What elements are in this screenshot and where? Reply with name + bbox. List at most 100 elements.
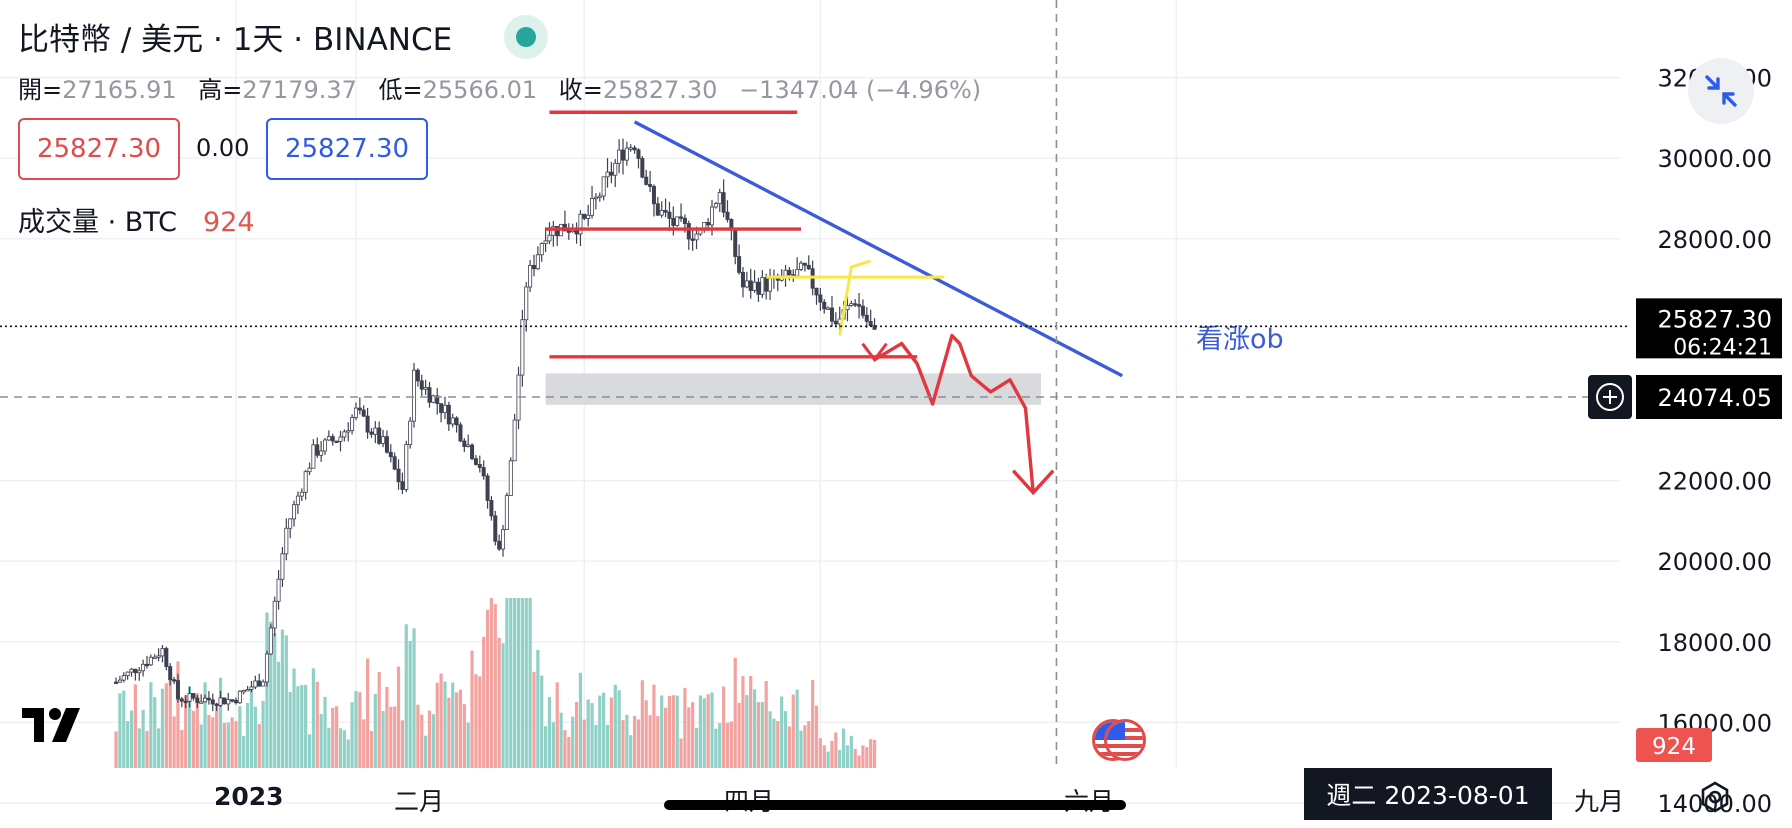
volume-bar	[319, 713, 323, 768]
trendline-drawing[interactable]	[633, 120, 1124, 378]
volume-bar	[474, 674, 478, 768]
low-value: 25566.01	[422, 76, 538, 104]
candle-body	[787, 269, 792, 276]
volume-bar	[400, 720, 405, 768]
candle-body	[284, 527, 289, 555]
candle-body	[226, 699, 231, 705]
candle-body	[586, 214, 591, 219]
volume-bar	[439, 673, 443, 768]
candle-body	[133, 668, 138, 674]
forecast-path-drawing[interactable]	[873, 333, 1035, 493]
volume-bar	[129, 710, 134, 768]
crosshair-price-label: 24074.05	[1657, 384, 1772, 412]
volume-bar	[381, 711, 385, 768]
spread-value: 0.00	[196, 134, 250, 162]
candle-body	[833, 320, 838, 325]
plus-circle-icon[interactable]	[1596, 382, 1624, 411]
volume-bar	[207, 714, 211, 768]
volume-bar	[691, 702, 695, 768]
volume-bar	[706, 694, 710, 768]
volume-bar	[532, 671, 536, 768]
candle-body	[148, 656, 153, 666]
volume-bar	[160, 688, 165, 768]
candle-body	[679, 216, 684, 219]
us-flag-icon[interactable]	[1104, 719, 1146, 761]
volume-bar	[335, 706, 339, 768]
volume-bar	[594, 724, 598, 768]
candle-body	[466, 444, 471, 447]
volume-bar	[834, 732, 838, 768]
volume-legend[interactable]: 成交量 · BTC 924	[18, 200, 255, 239]
candle-body	[826, 307, 831, 310]
volume-bar	[176, 661, 180, 768]
candles	[114, 138, 877, 712]
candle-body	[458, 424, 463, 442]
candle-body	[802, 262, 807, 266]
volume-bar	[787, 726, 792, 768]
volume-bar	[625, 714, 629, 768]
volume-bar	[718, 723, 722, 768]
volume-bar	[551, 722, 555, 768]
volume-bar	[652, 684, 656, 768]
volume-bar	[698, 695, 702, 768]
volume-bar	[342, 730, 346, 768]
volume-bar	[524, 598, 528, 768]
collapse-icon[interactable]	[1688, 58, 1754, 124]
price-axis[interactable]: 32000.0030000.0028000.0022000.0020000.00…	[1588, 65, 1782, 818]
candle-body	[295, 495, 300, 506]
candle-body	[137, 670, 142, 674]
candle-body	[179, 698, 184, 702]
y-tick-label: 22000.00	[1657, 468, 1772, 496]
ob-zone[interactable]: 看涨ob	[545, 324, 1284, 405]
settings-icon[interactable]	[1698, 780, 1732, 814]
candle-body	[601, 176, 606, 197]
volume-bars	[114, 598, 877, 768]
y-tick-label: 28000.00	[1657, 226, 1772, 254]
candle-body	[713, 203, 718, 208]
candle-body	[377, 427, 382, 444]
volume-bar	[853, 748, 857, 768]
current-price-label: 25827.30	[1657, 305, 1772, 333]
volume-bar	[373, 693, 377, 768]
candle-body	[152, 656, 157, 660]
current-price-badge	[1636, 298, 1782, 359]
candle-body	[671, 218, 676, 226]
volume-bar	[582, 719, 586, 768]
candle-body	[241, 689, 246, 693]
y-tick-label: 30000.00	[1657, 145, 1772, 173]
candle-body	[264, 653, 269, 683]
x-tick-label: 二月	[394, 787, 445, 816]
volume-bar	[702, 698, 706, 768]
candle-body	[717, 192, 722, 205]
candle-body	[872, 325, 877, 330]
candle-body	[125, 671, 130, 676]
time-scrollbar[interactable]	[664, 800, 1126, 810]
volume-bar	[675, 695, 679, 768]
candle-body	[663, 210, 668, 213]
volume-bar	[393, 706, 397, 768]
candle-body	[160, 648, 165, 657]
volume-bar	[555, 682, 559, 768]
volume-bar	[493, 604, 497, 768]
drawings[interactable]	[545, 110, 1124, 496]
buy-button[interactable]: 25827.30	[266, 118, 428, 180]
triangle-pattern-drawing[interactable]	[838, 259, 872, 336]
volume-bar	[222, 723, 226, 768]
candle-body	[326, 436, 331, 441]
candle-body	[710, 206, 715, 226]
candle-body	[473, 458, 478, 465]
ob-zone-rect[interactable]	[545, 373, 1041, 405]
volume-bar	[516, 598, 521, 768]
candle-body	[566, 230, 571, 233]
candle-body	[230, 699, 235, 702]
volume-bar	[424, 735, 428, 768]
candle-body	[806, 264, 811, 270]
volume-bar	[520, 598, 524, 768]
candle-body	[829, 307, 834, 322]
symbol-title[interactable]: 比特幣 / 美元 · 1天 · BINANCE	[18, 22, 453, 58]
volume-bar	[172, 716, 176, 768]
candle-body	[694, 233, 699, 241]
sell-button[interactable]: 25827.30	[18, 118, 180, 180]
volume-bar	[729, 721, 733, 768]
volume-bar	[292, 668, 296, 768]
